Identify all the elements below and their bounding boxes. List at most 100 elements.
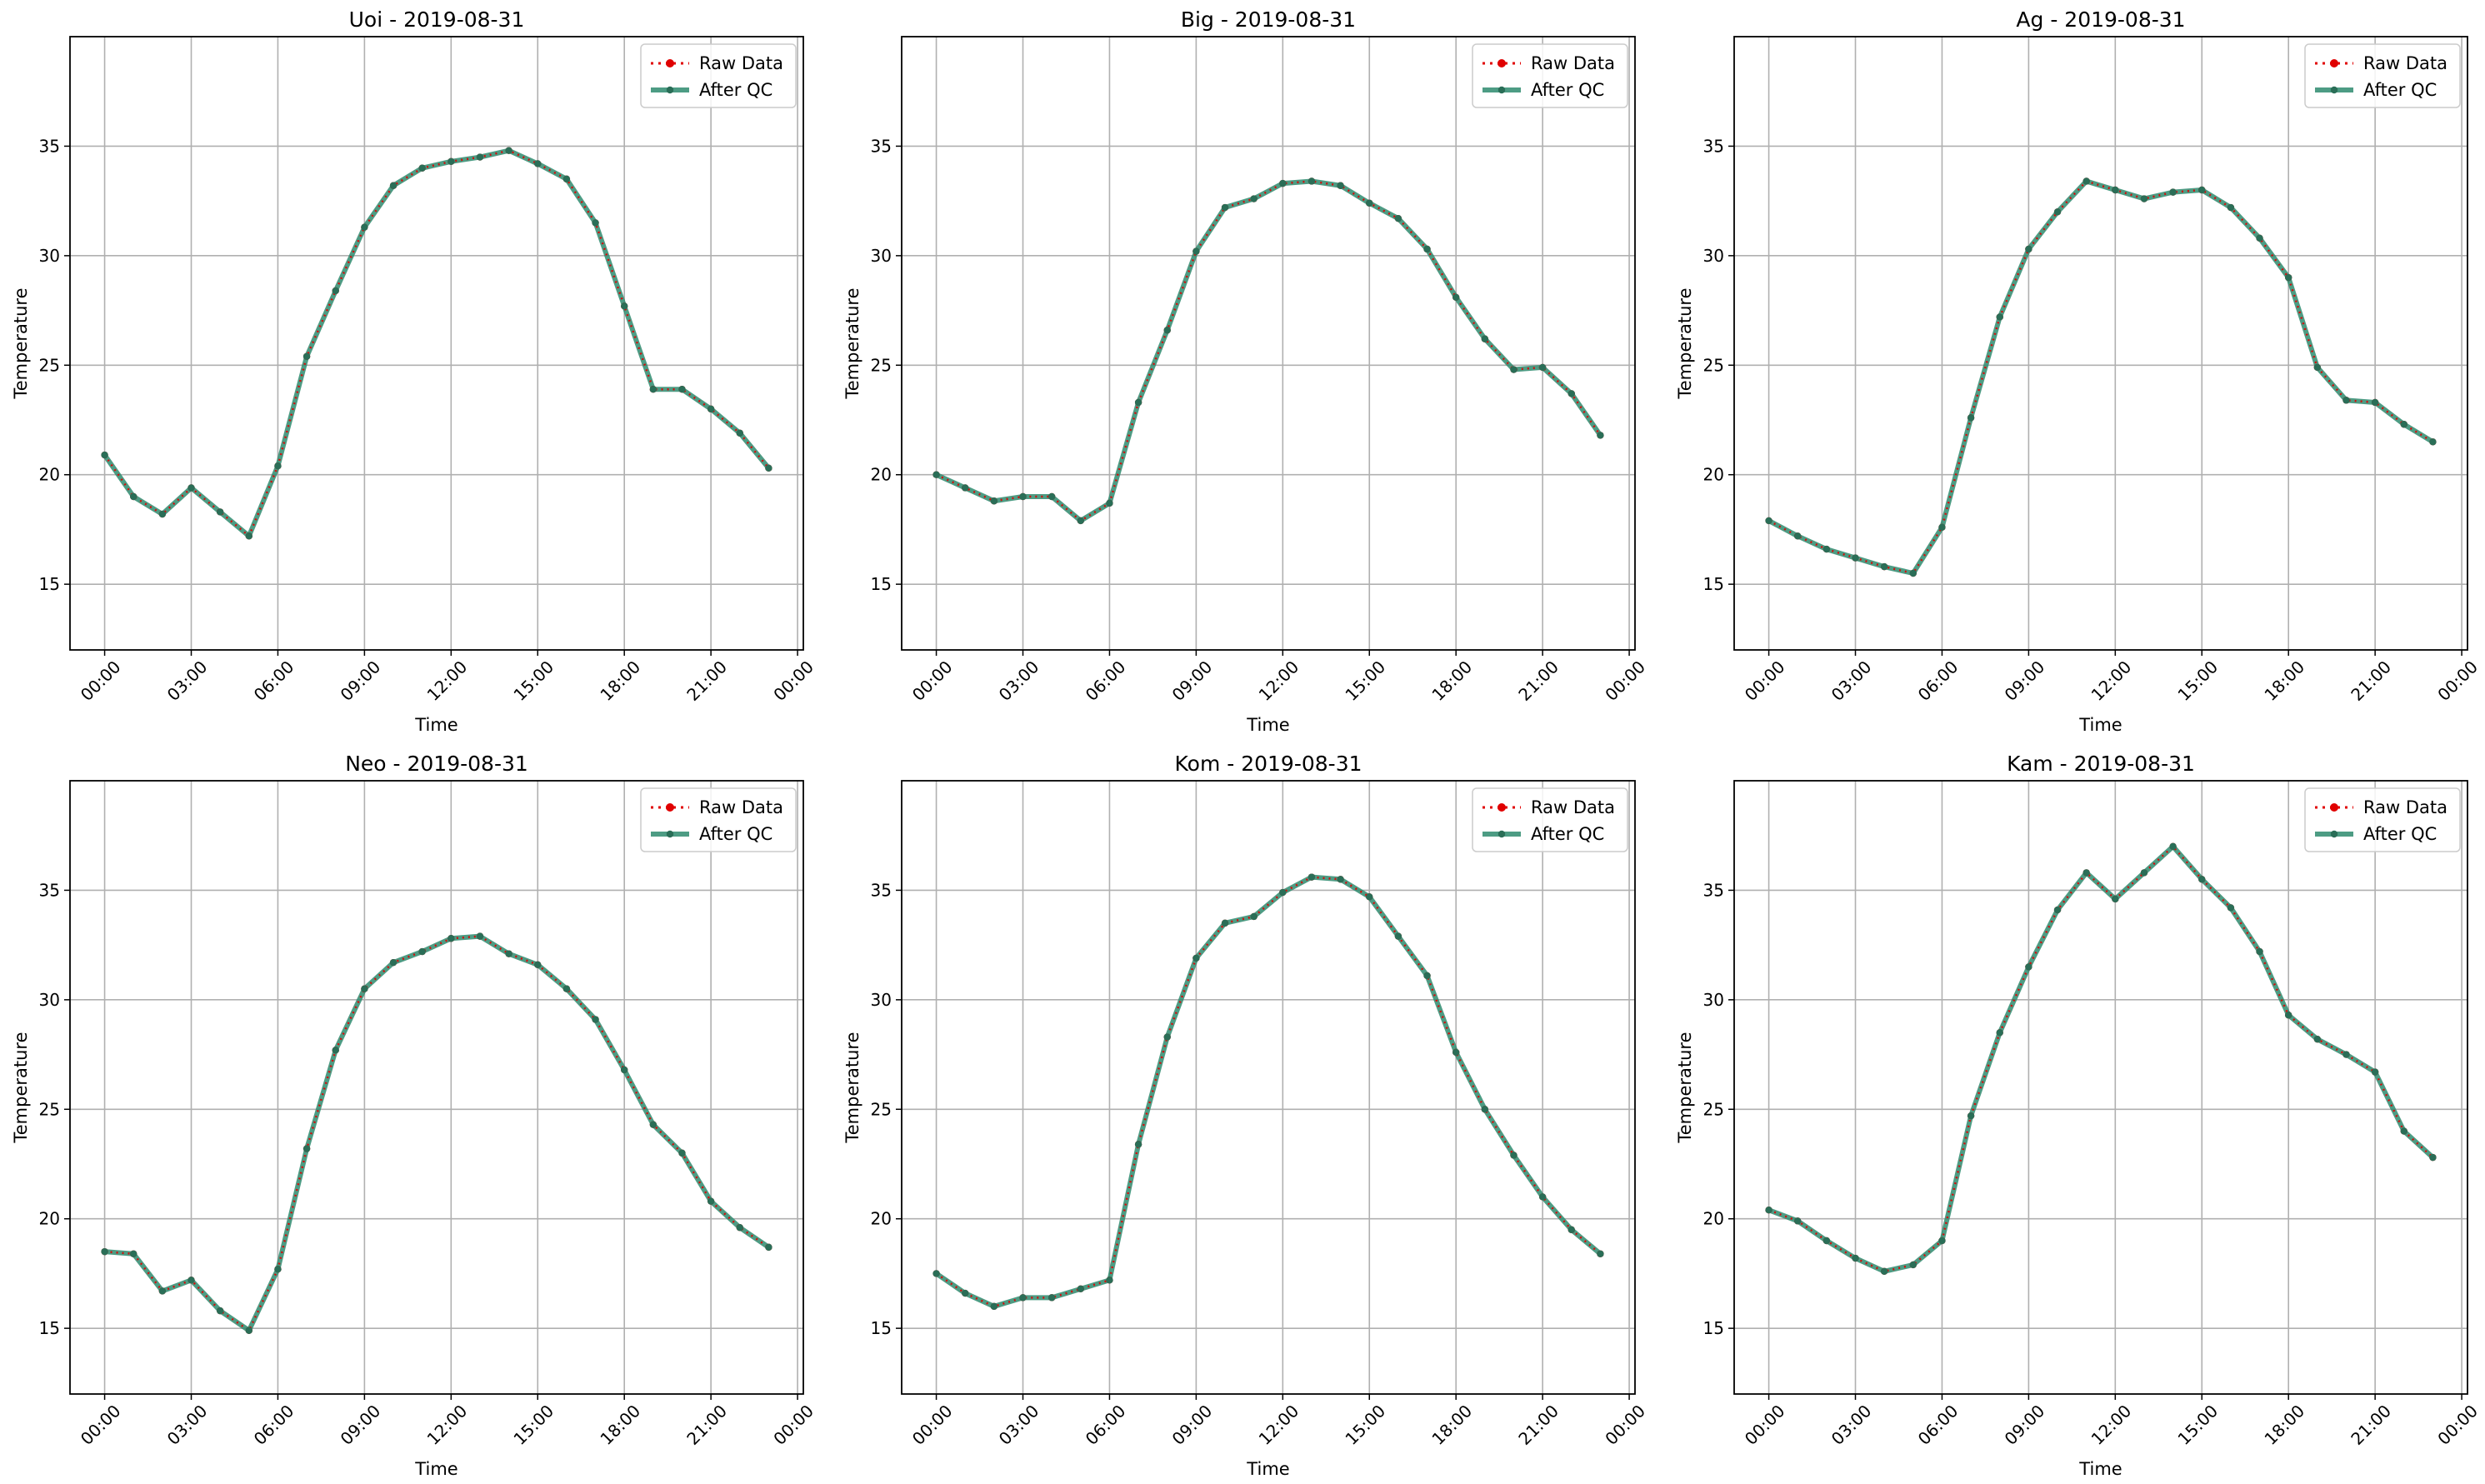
after-qc-point	[1765, 1207, 1772, 1214]
after-qc-point	[1366, 893, 1373, 901]
after-qc-point	[245, 1327, 253, 1334]
after-qc-point	[361, 985, 368, 992]
after-qc-point	[361, 223, 368, 231]
legend-raw-marker	[666, 59, 674, 67]
after-qc-point	[2227, 203, 2235, 212]
after-qc-point	[130, 1250, 138, 1257]
after-qc-point	[1568, 1226, 1575, 1234]
legend-label-after-qc: After QC	[699, 80, 772, 100]
after-qc-point	[678, 386, 686, 393]
after-qc-point	[1938, 523, 1946, 531]
after-qc-point	[2284, 1012, 2292, 1019]
y-tick-label: 20	[1703, 465, 1724, 485]
after-qc-point	[765, 1243, 772, 1252]
after-qc-point	[2169, 188, 2177, 196]
series-line-after-qc	[1768, 178, 2434, 576]
legend-raw-marker	[2330, 803, 2338, 812]
subplot-title: Big - 2019-08-31	[1181, 7, 1356, 32]
y-tick-label: 30	[871, 990, 892, 1010]
after-qc-point	[1996, 1029, 2003, 1037]
y-axis-label: Temperature	[11, 1032, 31, 1143]
after-qc-point	[707, 405, 715, 413]
axes-frame	[69, 780, 804, 1395]
after-qc-point	[932, 1270, 940, 1277]
legend-qc-marker	[2330, 86, 2338, 94]
after-qc-point	[990, 1302, 998, 1311]
x-axis-label: Time	[414, 1459, 458, 1479]
subplot-title: Kam - 2019-08-31	[2007, 752, 2195, 776]
after-qc-point	[1250, 912, 1258, 921]
legend-raw-marker	[2330, 59, 2338, 67]
after-qc-point	[1163, 327, 1171, 334]
legend-label-after-qc: After QC	[2363, 824, 2437, 844]
after-qc-point	[2112, 895, 2119, 903]
y-tick-label: 15	[39, 574, 60, 594]
after-qc-point	[990, 497, 998, 505]
legend-label-raw-data: Raw Data	[699, 53, 783, 73]
y-tick-label: 20	[39, 1209, 60, 1229]
legend-raw-marker	[1498, 59, 1506, 67]
y-tick-label: 30	[871, 246, 892, 266]
after-qc-point	[1163, 1033, 1171, 1041]
after-qc-point	[736, 429, 743, 437]
after-qc-point	[2256, 234, 2263, 242]
after-qc-point	[101, 1247, 108, 1256]
after-qc-point	[188, 484, 195, 492]
after-qc-point	[101, 451, 108, 459]
x-axis-label: Time	[2078, 715, 2122, 735]
after-qc-point	[1394, 214, 1402, 222]
y-tick-label: 25	[39, 1099, 60, 1119]
after-qc-point	[1019, 492, 1027, 501]
after-qc-point	[1106, 499, 1113, 507]
after-qc-point	[2169, 842, 2177, 851]
after-qc-point	[1279, 179, 1287, 187]
after-qc-point	[1510, 1152, 1518, 1159]
after-qc-point	[1279, 888, 1287, 897]
y-tick-label: 35	[39, 880, 60, 900]
after-qc-point	[2371, 1068, 2379, 1076]
after-qc-point	[1597, 432, 1604, 439]
y-tick-label: 15	[871, 1318, 892, 1338]
after-qc-point	[418, 164, 426, 172]
legend-qc-marker	[1498, 830, 1506, 838]
after-qc-point	[158, 510, 167, 518]
after-qc-point	[332, 287, 339, 295]
after-qc-point	[332, 1047, 339, 1054]
subplot-title: Kom - 2019-08-31	[1175, 752, 1362, 776]
legend-label-raw-data: Raw Data	[699, 797, 783, 817]
after-qc-point	[2342, 1051, 2350, 1058]
x-axis-label: Time	[1246, 1459, 1289, 1479]
after-qc-point	[678, 1149, 686, 1157]
y-tick-label: 30	[39, 246, 60, 266]
after-qc-point	[2025, 963, 2032, 971]
axes-frame	[1733, 36, 2468, 651]
legend: Raw Data After QC	[2304, 787, 2461, 852]
after-qc-point	[765, 464, 772, 472]
after-qc-point	[2313, 1035, 2322, 1043]
legend: Raw Data After QC	[1472, 43, 1628, 108]
axes-frame	[69, 36, 804, 651]
y-tick-label: 35	[39, 136, 60, 156]
legend-label-after-qc: After QC	[1531, 80, 1604, 100]
subplot-title: Ag - 2019-08-31	[2016, 7, 2185, 32]
x-axis-label: Time	[1246, 715, 1289, 735]
after-qc-point	[1250, 195, 1258, 202]
y-tick-label: 30	[1703, 246, 1724, 266]
after-qc-point	[1337, 182, 1344, 189]
legend: Raw Data After QC	[2304, 43, 2461, 108]
after-qc-point	[2313, 363, 2322, 372]
after-qc-point	[2256, 947, 2263, 956]
after-qc-point	[2371, 398, 2379, 407]
after-qc-point	[1538, 1193, 1547, 1201]
y-tick-label: 25	[1703, 355, 1724, 375]
y-tick-label: 35	[871, 136, 892, 156]
after-qc-point	[1134, 1141, 1142, 1148]
after-qc-point	[1852, 554, 1859, 562]
after-qc-point	[448, 157, 455, 166]
after-qc-point	[1221, 919, 1229, 927]
after-qc-point	[274, 1265, 282, 1273]
after-qc-point	[216, 508, 224, 516]
after-qc-point	[505, 950, 512, 957]
after-qc-point	[1106, 1277, 1113, 1284]
